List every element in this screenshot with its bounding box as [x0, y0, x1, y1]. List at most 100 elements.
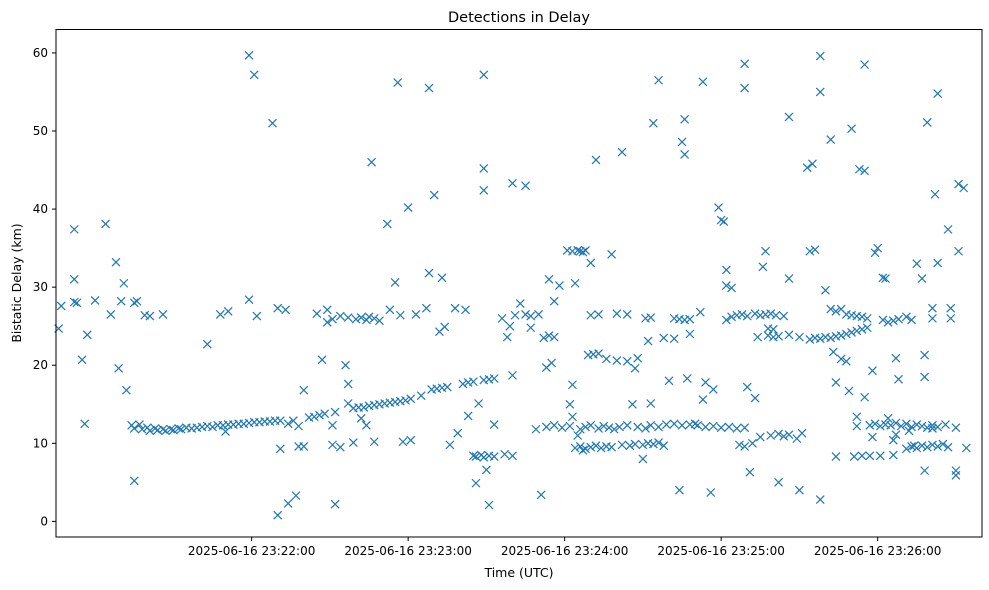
data-point — [594, 349, 603, 358]
data-point — [708, 421, 718, 431]
data-point — [716, 423, 726, 433]
data-point — [852, 412, 862, 422]
data-point — [364, 312, 374, 322]
data-point — [82, 330, 92, 340]
data-point — [708, 385, 718, 394]
data-point — [244, 295, 254, 305]
data-point — [766, 309, 776, 319]
data-point — [870, 248, 880, 258]
data-point — [114, 363, 124, 373]
data-point — [116, 296, 126, 306]
data-point — [933, 258, 943, 268]
data-point — [852, 421, 862, 431]
data-point — [951, 470, 961, 480]
data-point — [581, 422, 590, 432]
y-tick-label: 10 — [33, 436, 48, 450]
data-point — [312, 309, 322, 319]
data-point — [847, 124, 857, 134]
data-point — [575, 424, 585, 434]
data-point — [607, 442, 617, 452]
data-point — [774, 429, 783, 439]
data-points — [54, 50, 971, 520]
data-point — [805, 246, 815, 256]
data-point — [273, 303, 283, 313]
data-point — [385, 305, 395, 315]
data-point — [870, 419, 880, 429]
data-point — [883, 317, 893, 327]
data-point — [646, 420, 656, 430]
data-point — [943, 442, 953, 452]
data-point — [617, 147, 627, 157]
y-tick-label: 0 — [40, 514, 48, 528]
data-point — [669, 334, 679, 344]
data-point — [223, 306, 233, 316]
data-point — [907, 442, 916, 451]
data-point — [617, 440, 627, 450]
data-point — [322, 305, 332, 315]
data-point — [771, 310, 781, 320]
data-point — [959, 183, 969, 193]
data-point — [471, 478, 481, 488]
data-point — [275, 416, 285, 426]
data-point — [450, 303, 460, 313]
data-point — [119, 278, 129, 288]
data-point — [714, 203, 723, 212]
data-point — [821, 285, 830, 295]
data-point — [836, 354, 846, 364]
data-point — [875, 421, 885, 431]
data-point — [719, 217, 729, 226]
data-point — [599, 421, 609, 431]
data-point — [682, 374, 692, 383]
data-point — [888, 450, 898, 460]
data-point — [677, 137, 687, 147]
data-point — [750, 393, 760, 403]
axes-frame — [55, 29, 983, 538]
data-point — [508, 451, 517, 461]
data-point — [555, 281, 564, 291]
data-point — [917, 441, 927, 451]
data-point — [920, 350, 930, 360]
data-point — [654, 422, 663, 432]
y-tick-label: 40 — [33, 202, 48, 216]
data-point — [894, 314, 903, 324]
data-point — [403, 203, 413, 212]
data-point — [132, 296, 142, 306]
data-point — [933, 89, 943, 98]
data-point — [291, 491, 301, 501]
data-point — [161, 426, 170, 436]
data-point — [322, 317, 332, 327]
data-point — [951, 423, 961, 433]
data-point — [685, 314, 695, 324]
data-point — [429, 190, 439, 200]
data-point — [424, 83, 434, 93]
data-point — [815, 51, 825, 61]
data-point — [568, 412, 577, 422]
x-tick-label: 2025-06-16 23:22:00 — [188, 544, 315, 558]
data-point — [774, 477, 783, 487]
data-point — [463, 411, 473, 421]
data-point — [768, 324, 778, 334]
data-point — [343, 399, 353, 408]
data-point — [361, 420, 371, 430]
y-tick-label: 30 — [33, 280, 48, 294]
data-point — [547, 358, 557, 368]
data-point — [831, 306, 841, 316]
data-point — [951, 466, 961, 476]
data-point — [698, 395, 708, 405]
data-point — [549, 332, 559, 342]
data-point — [330, 407, 340, 417]
data-point — [831, 377, 841, 387]
data-point — [847, 328, 857, 337]
data-point — [794, 332, 804, 342]
data-point — [369, 437, 379, 447]
data-point — [359, 402, 369, 412]
data-point — [382, 219, 392, 229]
data-point — [573, 431, 583, 440]
y-tick-label: 20 — [33, 358, 48, 372]
data-point — [888, 435, 898, 445]
data-point — [406, 435, 416, 445]
data-point — [901, 312, 911, 322]
data-point — [468, 451, 478, 461]
data-point — [129, 424, 139, 433]
data-point — [330, 499, 340, 509]
